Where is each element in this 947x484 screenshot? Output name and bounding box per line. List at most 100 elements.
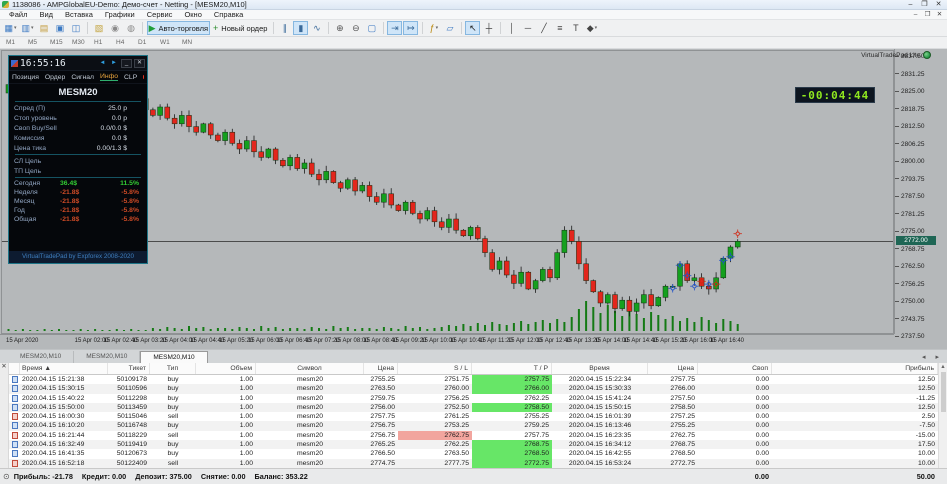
col-header-swap[interactable]: Своп <box>698 363 772 374</box>
history-row[interactable]: 2020.04.15 16:21:44 50118229 sell 1.00 mesm2… <box>9 430 938 441</box>
chart-window[interactable]: 2837.50 2831.25 2825.00 2818.75 2812.50 2806.… <box>0 49 947 363</box>
col-header-icon[interactable] <box>9 363 20 374</box>
algo-trading-button[interactable]: ▶ Авто-торговля <box>146 21 211 35</box>
history-scrollbar[interactable]: ▲ <box>938 363 947 468</box>
col-header-time2[interactable]: Время <box>552 363 648 374</box>
menu-1[interactable]: Вид <box>39 10 54 19</box>
signals-button[interactable]: ◍ <box>124 21 139 35</box>
timeframe-m5[interactable]: M5 <box>28 39 38 46</box>
history-row[interactable]: 2020.04.15 15:40:22 50112298 buy 1.00 mesm20… <box>9 394 938 403</box>
vtp-tab-сигнал[interactable]: Сигнал <box>71 73 94 81</box>
cell-tp: 2768.75 <box>472 440 552 450</box>
zoom-in-button[interactable]: ⊕ <box>332 21 347 35</box>
toolbar-separator <box>87 22 89 34</box>
timeframe-m30[interactable]: M30 <box>72 39 85 46</box>
timeframe-mn[interactable]: MN <box>182 39 193 46</box>
trendline-button[interactable]: ╱ <box>536 21 551 35</box>
text-label-button[interactable]: T <box>568 21 583 35</box>
minimize-button[interactable]: ‒ <box>908 0 913 8</box>
chart-tab-0[interactable]: MESM20,M10 <box>8 351 75 363</box>
chart-tab-1[interactable]: MESM20,M10 <box>74 351 141 363</box>
cell-time2: 2020.04.15 16:42:55 <box>568 450 632 458</box>
price-axis[interactable]: 2837.50 2831.25 2825.00 2818.75 2812.50 2806.… <box>894 49 947 340</box>
toolbox-close-icon[interactable]: ✕ <box>1 363 7 370</box>
child-restore-button[interactable]: ❐ <box>924 10 931 18</box>
col-header-price[interactable]: Цена <box>364 363 398 374</box>
timeframe-m1[interactable]: M1 <box>6 39 16 46</box>
menu-3[interactable]: Графики <box>104 10 135 19</box>
cell-sym: mesm20 <box>296 441 324 449</box>
data-window-button[interactable]: ▣ <box>53 21 68 35</box>
col-header-type[interactable]: Тип <box>150 363 196 374</box>
col-header-vol[interactable]: Объем <box>196 363 256 374</box>
vtp-tab-инфо[interactable]: Инфо <box>100 73 119 81</box>
vtp-minimize-button[interactable]: _ <box>121 58 132 68</box>
menu-6[interactable]: Справка <box>213 10 244 19</box>
fibonacci-button[interactable]: ≡ <box>552 21 567 35</box>
col-header-sym[interactable]: Символ <box>256 363 364 374</box>
col-header-price2[interactable]: Цена <box>648 363 698 374</box>
zoom-out-button[interactable]: ⊖ <box>348 21 363 35</box>
child-minimize-button[interactable]: ‒ <box>913 10 918 18</box>
history-row[interactable]: 2020.04.15 15:21:38 50109178 buy 1.00 mesm20… <box>9 375 938 385</box>
time-axis[interactable]: 15 Apr 2020 15 Apr 02:00 15 Apr 02:40 15 Ap… <box>0 334 894 348</box>
horizontal-line-button[interactable]: ─ <box>520 21 535 35</box>
divider <box>15 101 141 102</box>
crosshair-button[interactable]: ┼ <box>481 21 496 35</box>
chart-tab-2[interactable]: MESM20,M10 <box>140 351 208 363</box>
vtp-nav-arrows-icon[interactable]: ◄ ► <box>99 60 119 66</box>
new-chart-button[interactable]: ▦ ▾ <box>3 21 19 35</box>
vtp-tab-ордер[interactable]: Ордер <box>44 73 66 81</box>
timeframe-d1[interactable]: D1 <box>138 39 147 46</box>
history-row[interactable]: 2020.04.15 16:32:49 50119419 buy 1.00 mesm20… <box>9 440 938 450</box>
price-tick: 2781.25 <box>895 211 925 218</box>
history-row[interactable]: 2020.04.15 16:00:30 50115046 sell 1.00 mesm2… <box>9 412 938 421</box>
cursor-button[interactable]: ↖ <box>465 21 481 35</box>
timeframe-h4[interactable]: H4 <box>116 39 125 46</box>
arrow-objects-button[interactable]: ◆ ▾ <box>584 21 599 35</box>
vtp-tab-позиция[interactable]: Позиция <box>12 73 39 81</box>
history-row[interactable]: 2020.04.15 15:30:15 50110596 buy 1.00 mesm20… <box>9 384 938 394</box>
vtp-tab-clp[interactable]: CLP <box>124 73 138 81</box>
timeframe-w1[interactable]: W1 <box>160 39 170 46</box>
history-row[interactable]: 2020.04.15 16:52:18 50122409 sell 1.00 mesm2… <box>9 458 938 468</box>
menu-4[interactable]: Сервис <box>146 10 173 19</box>
objects-list-button[interactable]: ▱ <box>442 21 457 35</box>
timeframe-m15[interactable]: M15 <box>50 39 63 46</box>
close-button[interactable]: ✕ <box>935 0 942 8</box>
child-close-button[interactable]: ✕ <box>936 10 943 18</box>
candles-chart-button[interactable]: ▮ <box>293 21 309 35</box>
col-header-ticket[interactable]: Тикет <box>108 363 150 374</box>
menu-0[interactable]: Файл <box>9 10 28 19</box>
timeframe-h1[interactable]: H1 <box>94 39 103 46</box>
chart-shift-button[interactable]: ↦ <box>403 21 419 35</box>
menu-5[interactable]: Окно <box>184 10 202 19</box>
vtp-title-bar[interactable]: 16:55:16 ◄ ► _ ✕ <box>9 56 147 71</box>
col-header-tp[interactable]: T / P <box>472 363 552 374</box>
history-row[interactable]: 2020.04.15 16:41:35 50120673 buy 1.00 mesm20… <box>9 449 938 459</box>
bars-chart-button[interactable]: ∥ <box>277 21 292 35</box>
history-row[interactable]: 2020.04.15 16:10:20 50116748 buy 1.00 mesm20… <box>9 421 938 431</box>
cell-price: 2756.75 <box>370 422 395 430</box>
vertical-line-button[interactable]: │ <box>504 21 519 35</box>
scroll-thumb[interactable] <box>940 372 946 412</box>
indicators-button[interactable]: ƒ ▾ <box>426 21 441 35</box>
menu-2[interactable]: Вставка <box>65 10 93 19</box>
market-watch-button[interactable]: ▤ <box>37 21 52 35</box>
maximize-button[interactable]: ❐ <box>921 0 928 8</box>
vtp-close-button[interactable]: ✕ <box>134 58 145 68</box>
navigator-button[interactable]: ▧ <box>92 21 107 35</box>
new-order-button[interactable]: + Новый ордер <box>211 21 269 35</box>
col-header-profit[interactable]: Прибыль <box>772 363 938 374</box>
tile-windows-button[interactable]: ▢ <box>364 21 379 35</box>
auto-scroll-button[interactable]: ⇥ <box>387 21 403 35</box>
scroll-up-icon[interactable]: ▲ <box>940 364 946 370</box>
col-header-time[interactable]: Время ▲ <box>20 363 108 374</box>
line-chart-button[interactable]: ∿ <box>309 21 324 35</box>
tab-scroll-arrows[interactable]: ◂ ▸ <box>922 354 943 361</box>
profiles-button[interactable]: ▥ ▾ <box>20 21 36 35</box>
history-row[interactable]: 2020.04.15 15:50:00 50113459 buy 1.00 mesm20… <box>9 402 938 413</box>
col-header-sl[interactable]: S / L <box>398 363 472 374</box>
strategy-tester-button[interactable]: ◉ <box>108 21 123 35</box>
toggle-panels-button[interactable]: ◫ <box>69 21 84 35</box>
